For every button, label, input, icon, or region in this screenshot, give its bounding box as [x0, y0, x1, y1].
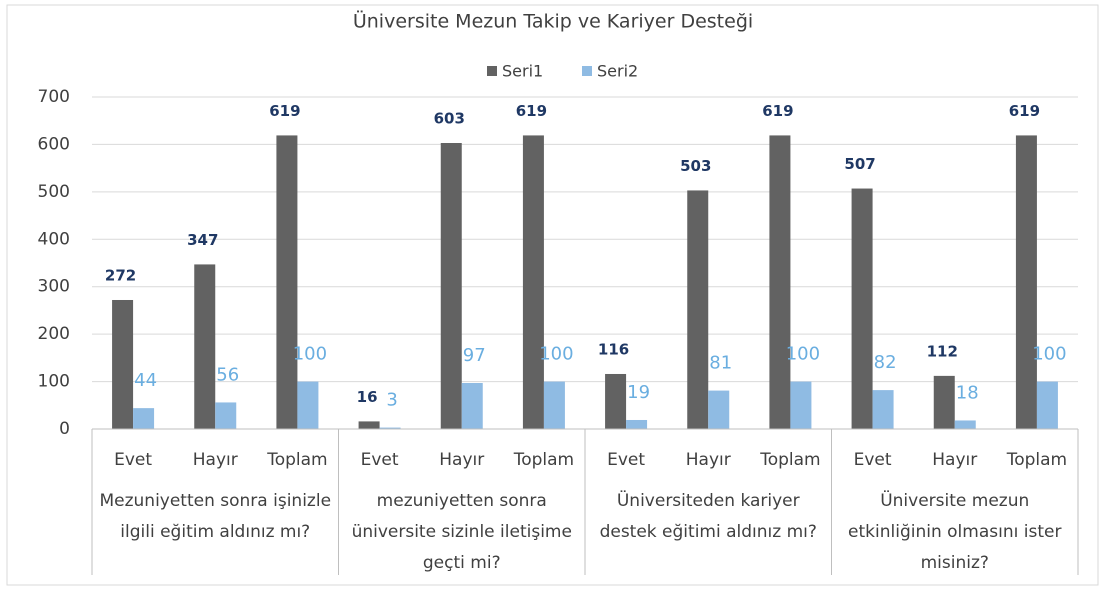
x-tick-label: Evet	[607, 450, 645, 470]
data-label: 100	[786, 344, 820, 365]
data-label: 44	[134, 370, 157, 391]
bar	[687, 190, 709, 429]
data-label: 97	[463, 345, 486, 366]
x-tick-label: Toplam	[266, 450, 327, 470]
data-label: 619	[516, 102, 547, 120]
group-label: Üniversiteden kariyer destek eğitimi ald…	[599, 491, 817, 542]
bar	[133, 408, 155, 429]
data-label: 503	[680, 157, 711, 175]
group-label: Üniversite mezun etkinliğinin olmasını i…	[848, 491, 1062, 573]
bar	[379, 427, 401, 429]
data-label: 100	[1032, 344, 1066, 365]
y-tick-label: 100	[38, 372, 70, 392]
bar	[215, 402, 237, 429]
y-tick-label: 200	[38, 324, 70, 344]
x-tick-label: Evet	[361, 450, 399, 470]
bar	[112, 299, 134, 429]
bar	[605, 373, 627, 429]
x-tick-label: Hayır	[686, 450, 731, 470]
bar	[790, 381, 812, 429]
bar	[522, 135, 544, 429]
y-tick-label: 300	[38, 277, 70, 297]
x-tick-label: Hayır	[439, 450, 484, 470]
bar	[769, 135, 791, 429]
bar	[440, 143, 462, 429]
x-tick-label: Evet	[114, 450, 152, 470]
legend-swatch	[487, 66, 497, 76]
bar	[276, 135, 298, 429]
data-label: 3	[386, 390, 397, 411]
bar	[461, 382, 483, 429]
data-label: 100	[293, 344, 327, 365]
x-tick-label: Hayır	[932, 450, 977, 470]
bar	[872, 390, 894, 429]
bar	[626, 419, 648, 429]
data-label: 56	[216, 364, 239, 385]
x-tick-label: Evet	[854, 450, 892, 470]
x-tick-label: Toplam	[759, 450, 820, 470]
y-tick-label: 600	[38, 134, 70, 154]
group-label: mezuniyetten sonra üniversite sizinle il…	[351, 491, 572, 573]
bar	[1015, 135, 1037, 429]
chart-title: Üniversite Mezun Takip ve Kariyer Desteğ…	[353, 10, 753, 33]
bar	[954, 420, 976, 429]
data-label: 112	[927, 342, 958, 360]
x-tick-label: Toplam	[1006, 450, 1067, 470]
group-label: Mezuniyetten sonra işinizle ilgili eğiti…	[99, 491, 332, 542]
data-label: 619	[762, 102, 793, 120]
y-tick-label: 700	[38, 87, 70, 107]
data-label: 272	[105, 266, 136, 284]
chart-border	[6, 4, 1099, 586]
data-label: 619	[269, 102, 300, 120]
data-label: 619	[1009, 102, 1040, 120]
legend-label: Seri2	[597, 62, 638, 81]
data-label: 18	[956, 382, 979, 403]
data-label: 100	[539, 344, 573, 365]
data-label: 81	[709, 353, 732, 374]
data-label: 347	[187, 231, 218, 249]
data-label: 19	[627, 382, 650, 403]
data-label: 82	[874, 352, 897, 373]
data-label: 116	[598, 340, 629, 358]
bar	[358, 421, 380, 429]
bar	[297, 381, 319, 429]
data-label: 603	[434, 110, 465, 128]
x-tick-label: Hayır	[193, 450, 238, 470]
bar	[1036, 381, 1058, 429]
y-tick-label: 0	[59, 419, 70, 439]
x-tick-label: Toplam	[513, 450, 574, 470]
bar	[933, 375, 955, 429]
bar	[851, 188, 873, 429]
bar	[543, 381, 565, 429]
data-label: 507	[844, 155, 875, 173]
y-tick-label: 500	[38, 182, 70, 202]
legend-label: Seri1	[502, 62, 543, 81]
y-tick-label: 400	[38, 229, 70, 249]
bar	[708, 390, 730, 429]
data-label: 16	[357, 388, 378, 406]
bar	[194, 264, 216, 429]
legend-swatch	[582, 66, 592, 76]
